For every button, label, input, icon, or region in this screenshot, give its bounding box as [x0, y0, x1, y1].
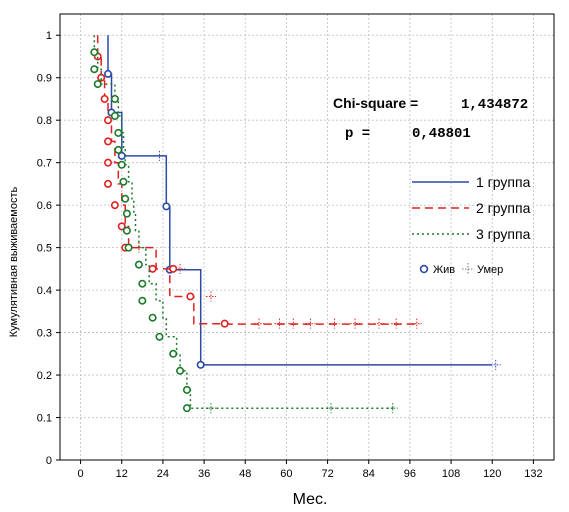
censor-alive-marker	[93, 80, 102, 89]
x-tick-label: 24	[157, 468, 169, 480]
legend-label-group-2: 2 группа	[476, 200, 531, 216]
censor-alive-marker	[110, 201, 119, 210]
censor-alive-marker	[138, 279, 147, 288]
censor-alive-marker	[119, 177, 128, 186]
y-tick-label: 1	[46, 30, 52, 42]
legend-marker-alive	[419, 264, 429, 274]
plot-frame	[59, 13, 555, 461]
p-value-value: 0,48801	[412, 126, 471, 142]
x-tick-label: 36	[198, 468, 210, 480]
censor-alive-marker	[169, 349, 178, 358]
censor-alive-marker	[162, 202, 171, 211]
censor-alive-marker	[121, 194, 130, 203]
censor-alive-marker	[138, 296, 147, 305]
y-tick-label: 0	[46, 455, 52, 467]
x-tick-label: 84	[363, 468, 375, 480]
censor-alive-marker	[110, 111, 119, 120]
censor-alive-marker	[182, 385, 191, 394]
chi-square-label: Chi-square =	[333, 95, 418, 111]
censor-alive-marker	[100, 94, 109, 103]
censor-alive-marker	[104, 137, 113, 146]
y-axis-label: Кумулятивная выживаемость	[8, 186, 20, 337]
legend-label-group-3: 3 группа	[476, 226, 531, 242]
y-tick-label: 0.7	[37, 158, 52, 170]
chi-square-value: 1,434872	[461, 97, 528, 113]
legend-marker-dead	[462, 263, 474, 275]
censor-alive-marker	[122, 226, 131, 235]
x-axis-label: Мес.	[293, 491, 328, 508]
censor-alive-marker	[104, 179, 113, 188]
censor-alive-marker	[104, 116, 113, 125]
censor-alive-marker	[90, 65, 99, 74]
legend-label-alive: Жив	[433, 264, 455, 276]
y-tick-label: 0.1	[37, 413, 52, 425]
censor-alive-marker	[182, 404, 191, 413]
censor-alive-marker	[169, 264, 178, 273]
censor-alive-marker	[186, 292, 195, 301]
censor-alive-marker	[114, 145, 123, 154]
axis-ticks: 0 12 24 36 48 60 72 84 96 108 120 132 0 0.1 0.2 0.3 0.4 0…	[37, 30, 543, 480]
x-tick-label: 0	[78, 468, 84, 480]
x-tick-label: 60	[280, 468, 292, 480]
p-value-label: p =	[345, 126, 370, 142]
survival-curves	[90, 35, 501, 414]
censor-alive-marker	[148, 264, 157, 273]
x-tick-label: 12	[116, 468, 128, 480]
x-tick-label: 108	[442, 468, 460, 480]
censor-alive-marker	[122, 209, 131, 218]
x-tick-label: 132	[524, 468, 542, 480]
x-tick-label: 120	[483, 468, 501, 480]
censor-alive-marker	[117, 160, 126, 169]
x-tick-label: 72	[321, 468, 333, 480]
censor-alive-marker	[148, 313, 157, 322]
censor-alive-marker	[155, 332, 164, 341]
censor-alive-marker	[104, 69, 113, 78]
y-tick-label: 0.2	[37, 370, 52, 382]
censor-alive-marker	[117, 222, 126, 231]
legend-label-dead: Умер	[477, 264, 503, 276]
censor-alive-marker	[124, 243, 133, 252]
censor-alive-marker	[176, 366, 185, 375]
y-tick-label: 0.5	[37, 243, 52, 255]
censor-alive-marker	[104, 158, 113, 167]
y-tick-label: 0.9	[37, 73, 52, 85]
legend-label-group-1: 1 группа	[476, 174, 531, 190]
legend: 1 группа 2 группа 3 группа Жив Умер	[412, 174, 531, 276]
y-tick-label: 0.8	[37, 115, 52, 127]
censor-alive-marker	[220, 319, 229, 328]
censor-alive-marker	[134, 260, 143, 269]
censor-alive-marker	[114, 128, 123, 137]
censor-alive-marker	[90, 48, 99, 57]
y-tick-label: 0.3	[37, 328, 52, 340]
y-tick-label: 0.6	[37, 200, 52, 212]
censor-alive-marker	[110, 94, 119, 103]
y-tick-label: 0.4	[37, 285, 52, 297]
censor-alive-marker	[196, 360, 205, 369]
x-tick-label: 96	[404, 468, 416, 480]
x-tick-label: 48	[239, 468, 251, 480]
